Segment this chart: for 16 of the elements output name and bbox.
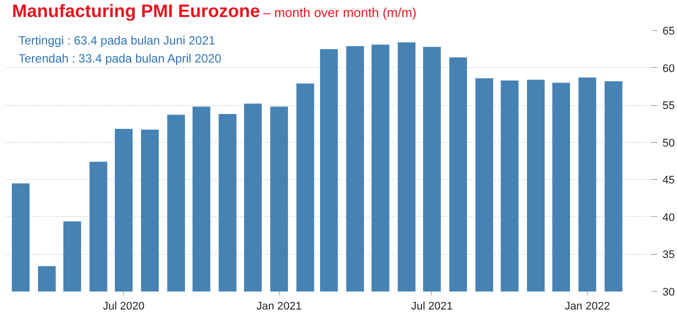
y-tick-label: 35 bbox=[662, 249, 675, 262]
x-tick-label: Jan 2022 bbox=[564, 300, 610, 312]
y-tick-label: 60 bbox=[662, 62, 675, 75]
y-tick-label: 50 bbox=[662, 137, 675, 150]
y-tick-label: 45 bbox=[662, 174, 675, 187]
chart-subtitle: – month over month (m/m) bbox=[263, 5, 417, 20]
chart-title: Manufacturing PMI Eurozone bbox=[12, 1, 260, 21]
x-tick-label: Jan 2021 bbox=[256, 300, 302, 312]
x-tick-label: Jul 2020 bbox=[102, 300, 145, 312]
y-tick-label: 55 bbox=[662, 100, 675, 112]
x-tick-label: Jul 2021 bbox=[411, 300, 453, 312]
annotation: Terendah : 33.4 pada bulan April 2020 bbox=[18, 52, 222, 66]
annotation: Tertinggi : 63.4 pada bulan Juni 2021 bbox=[18, 34, 216, 48]
y-tick-label: 30 bbox=[662, 286, 675, 298]
y-tick-label: 40 bbox=[662, 212, 675, 224]
y-tick-label: 65 bbox=[662, 26, 675, 38]
